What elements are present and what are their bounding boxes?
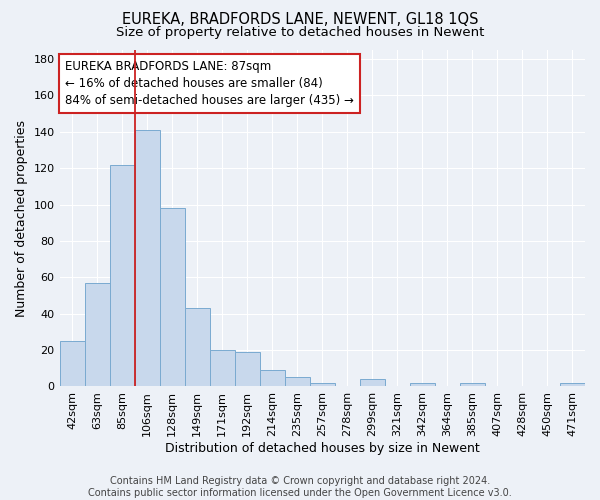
Text: EUREKA BRADFORDS LANE: 87sqm
← 16% of detached houses are smaller (84)
84% of se: EUREKA BRADFORDS LANE: 87sqm ← 16% of de… (65, 60, 353, 107)
Bar (59, 341, 85, 386)
Bar (310, 383, 335, 386)
Text: EUREKA, BRADFORDS LANE, NEWENT, GL18 1QS: EUREKA, BRADFORDS LANE, NEWENT, GL18 1QS (122, 12, 478, 28)
Text: Size of property relative to detached houses in Newent: Size of property relative to detached ho… (116, 26, 484, 39)
Bar (110, 164, 134, 386)
Bar (460, 383, 485, 386)
X-axis label: Distribution of detached houses by size in Newent: Distribution of detached houses by size … (165, 442, 479, 455)
Bar (160, 208, 185, 386)
Bar (85, 283, 110, 387)
Y-axis label: Number of detached properties: Number of detached properties (15, 120, 28, 316)
Bar (209, 350, 235, 387)
Bar (235, 352, 260, 386)
Bar (134, 130, 160, 386)
Bar (285, 378, 310, 386)
Bar (185, 308, 209, 386)
Bar (360, 379, 385, 386)
Bar (560, 383, 585, 386)
Bar (260, 370, 285, 386)
Bar (410, 383, 435, 386)
Text: Contains HM Land Registry data © Crown copyright and database right 2024.
Contai: Contains HM Land Registry data © Crown c… (88, 476, 512, 498)
